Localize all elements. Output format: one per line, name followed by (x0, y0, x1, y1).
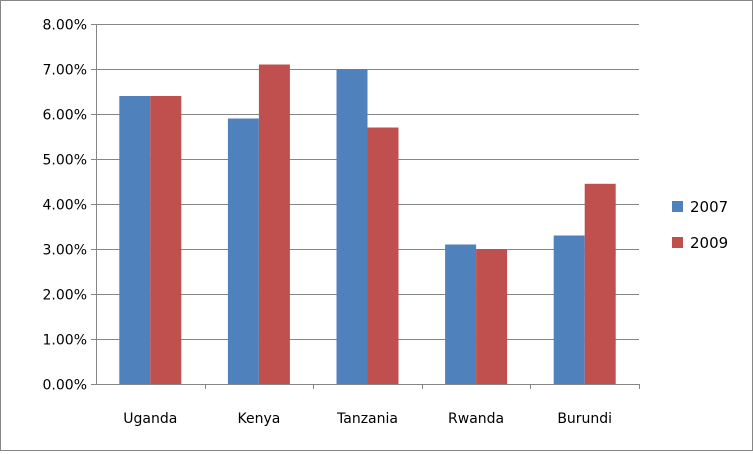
x-tick-label: Kenya (237, 411, 280, 427)
y-tick-label: 1.00% (43, 333, 87, 349)
legend: 2007 2009 (672, 198, 728, 252)
x-tick-label: Rwanda (448, 411, 504, 427)
bar-2007-burundi (553, 235, 585, 384)
y-tick-label: 6.00% (43, 108, 87, 124)
y-tick-label: 0.00% (43, 378, 87, 394)
y-tick-label: 7.00% (43, 63, 87, 79)
legend-swatch-2009 (672, 237, 683, 248)
bar-2007-rwanda (445, 244, 477, 384)
bar-2009-tanzania (367, 127, 399, 384)
bars (119, 64, 616, 385)
bar-2009-burundi (584, 183, 616, 385)
legend-label-2009: 2009 (690, 234, 728, 252)
bar-2009-kenya (258, 64, 290, 384)
bar-2007-kenya (227, 118, 259, 384)
axes (91, 24, 640, 389)
y-tick-label: 4.00% (43, 198, 87, 214)
y-tick-labels: 0.00% 1.00% 2.00% 3.00% 4.00% 5.00% 6.00% 7.00%… (43, 18, 87, 394)
bar-2009-uganda (150, 96, 182, 384)
y-tick-label: 2.00% (43, 288, 87, 304)
legend-swatch-2007 (672, 201, 683, 212)
x-tick-label: Burundi (557, 411, 612, 427)
y-tick-label: 3.00% (43, 243, 87, 259)
x-tick-label: Tanzania (336, 411, 398, 427)
x-tick-labels: Uganda Kenya Tanzania Rwanda Burundi (123, 411, 612, 427)
bar-2009-rwanda (476, 249, 508, 384)
y-tick-label: 8.00% (43, 18, 87, 34)
bar-2007-uganda (119, 96, 151, 384)
legend-label-2007: 2007 (690, 198, 728, 216)
y-tick-label: 5.00% (43, 153, 87, 169)
x-tick-label: Uganda (123, 411, 177, 427)
bar-2007-tanzania (336, 69, 368, 384)
